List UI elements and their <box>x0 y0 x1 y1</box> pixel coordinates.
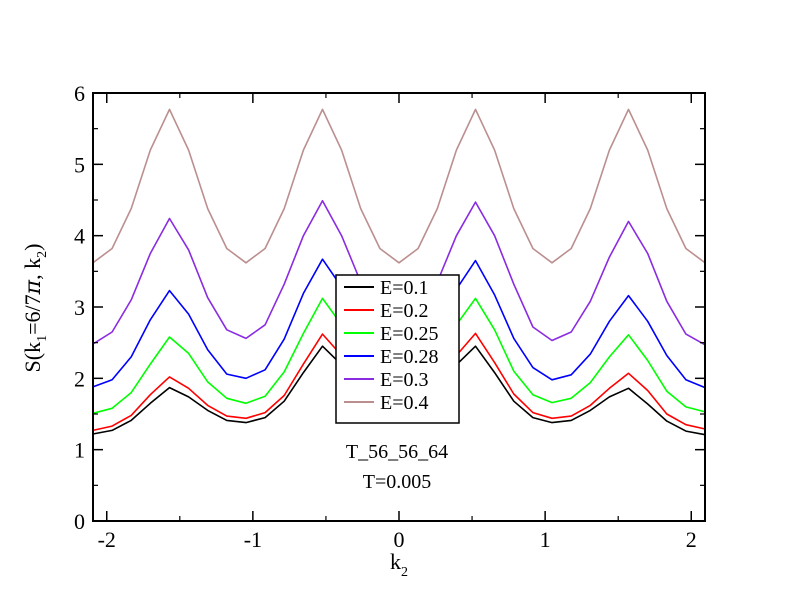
x-tick-label: 0 <box>394 527 405 552</box>
y-tick-label: 2 <box>74 366 85 391</box>
x-tick-label: 2 <box>686 527 697 552</box>
legend-box <box>335 274 460 424</box>
ylabel-sub: 1 <box>35 335 50 342</box>
y-tick-label: 0 <box>74 509 85 534</box>
x-axis-label: k2 <box>390 549 408 580</box>
y-tick-label: 3 <box>74 295 85 320</box>
legend-label: E=0.28 <box>380 346 439 368</box>
y-axis-label-text: S(k1=6/7π, k2) <box>20 244 50 373</box>
y-tick-label: 1 <box>74 438 85 463</box>
legend-label: E=0.2 <box>380 300 429 322</box>
ylabel-part: ) <box>20 244 45 251</box>
ylabel-part: , k <box>20 258 45 280</box>
x-tick-label: 1 <box>540 527 551 552</box>
legend-label: E=0.1 <box>380 277 429 299</box>
y-axis-label: S(k1=6/7π, k2) <box>20 244 50 373</box>
y-tick-label: 4 <box>74 224 85 249</box>
ylabel-part: =6/7 <box>20 294 45 335</box>
legend-label: E=0.25 <box>380 323 439 345</box>
xlabel-sub: 2 <box>401 565 408 580</box>
axes: -2 -1 0 1 2 0 1 2 3 4 5 6 <box>74 81 705 552</box>
legend: E=0.1E=0.2E=0.25E=0.28E=0.3E=0.4 <box>335 274 460 424</box>
ylabel-pi: π <box>21 279 46 295</box>
y-tick-label: 6 <box>74 81 85 106</box>
legend-label: E=0.4 <box>380 392 429 414</box>
series-line <box>92 108 706 264</box>
annotation-text: T=0.005 <box>363 471 432 493</box>
ylabel-part: S(k <box>20 342 45 373</box>
x-tick-label: -2 <box>98 527 116 552</box>
xlabel-main: k <box>390 549 401 574</box>
annotation-text: T_56_56_64 <box>346 441 448 463</box>
annotations: T_56_56_64 T=0.005 <box>346 441 448 493</box>
y-tick-label: 5 <box>74 152 85 177</box>
x-tick-label: -1 <box>244 527 262 552</box>
legend-label: E=0.3 <box>380 369 429 391</box>
ylabel-sub: 2 <box>35 251 50 258</box>
